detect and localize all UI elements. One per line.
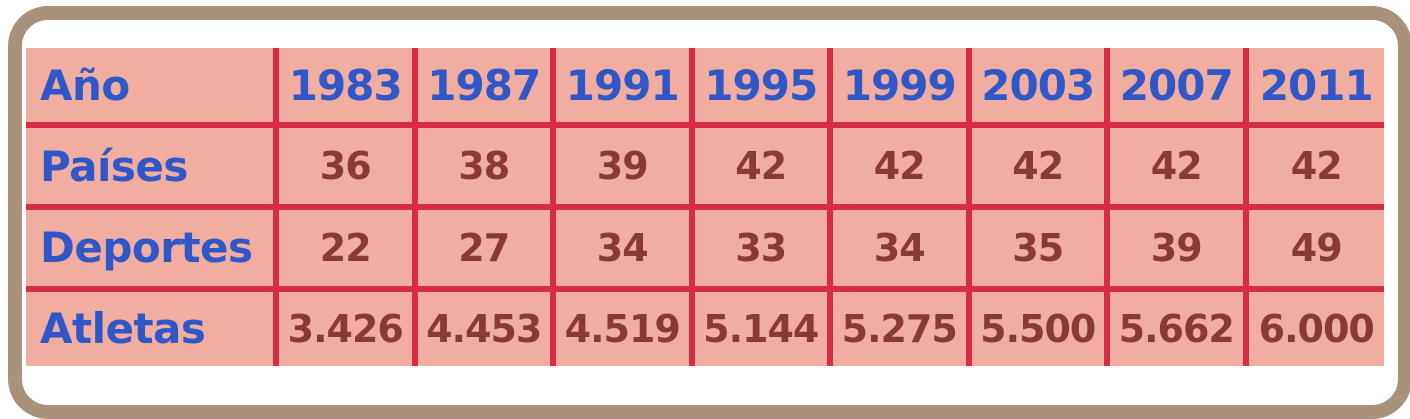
year-header-cell: 1991 <box>550 48 695 129</box>
year-header-cell: 2003 <box>965 48 1110 129</box>
table-cell: 5.500 <box>965 285 1110 366</box>
table-cell: 27 <box>411 203 556 292</box>
data-table-container: Año 1983 1987 1991 1995 1999 2003 2007 2011 Paíse… <box>26 48 1384 366</box>
year-header-cell: 1999 <box>827 48 972 129</box>
table-cell: 39 <box>550 122 695 210</box>
table-cell: 38 <box>411 122 556 210</box>
table-cell: 4.519 <box>550 285 695 366</box>
table-cell: 5.144 <box>688 285 833 366</box>
table-cell: 5.275 <box>827 285 972 366</box>
table-cell: 42 <box>965 122 1110 210</box>
table-cell: 33 <box>688 203 833 292</box>
table-cell: 5.662 <box>1104 285 1249 366</box>
row-label: Deportes <box>26 203 279 292</box>
table-cell: 22 <box>273 203 418 292</box>
row-label: Países <box>26 122 279 210</box>
table-cell: 36 <box>273 122 418 210</box>
year-header-cell: 1983 <box>273 48 418 129</box>
table-cell: 42 <box>827 122 972 210</box>
year-header-cell: 2011 <box>1242 48 1384 129</box>
year-header-cell: 1995 <box>688 48 833 129</box>
table-cell: 3.426 <box>273 285 418 366</box>
table-cell: 42 <box>1242 122 1384 210</box>
table-cell: 42 <box>1104 122 1249 210</box>
table-cell: 34 <box>827 203 972 292</box>
row-label-year: Año <box>26 48 279 129</box>
table-cell: 34 <box>550 203 695 292</box>
table-row: Deportes 22 27 34 33 34 35 39 49 <box>26 203 1384 292</box>
year-header-cell: 2007 <box>1104 48 1249 129</box>
year-header-cell: 1987 <box>411 48 556 129</box>
table-cell: 42 <box>688 122 833 210</box>
stats-table: Año 1983 1987 1991 1995 1999 2003 2007 2011 Paíse… <box>26 48 1384 366</box>
table-cell: 39 <box>1104 203 1249 292</box>
row-label: Atletas <box>26 285 279 366</box>
table-header-row: Año 1983 1987 1991 1995 1999 2003 2007 2011 <box>26 48 1384 129</box>
table-row: Atletas 3.426 4.453 4.519 5.144 5.275 5.500 5.6… <box>26 285 1384 366</box>
table-cell: 35 <box>965 203 1110 292</box>
table-cell: 49 <box>1242 203 1384 292</box>
table-row: Países 36 38 39 42 42 42 42 42 <box>26 122 1384 210</box>
table-cell: 6.000 <box>1242 285 1384 366</box>
table-cell: 4.453 <box>411 285 556 366</box>
